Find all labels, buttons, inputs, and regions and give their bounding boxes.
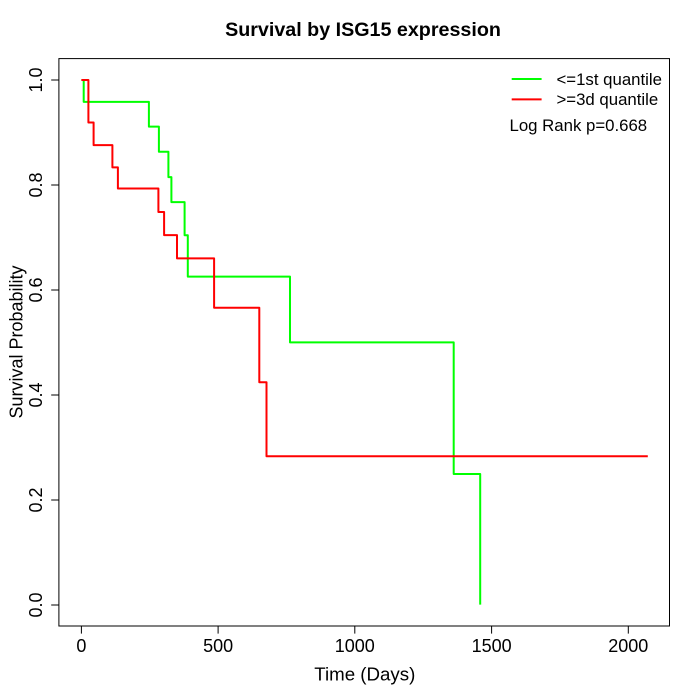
- svg-text:2000: 2000: [608, 636, 648, 656]
- svg-text:1500: 1500: [472, 636, 512, 656]
- svg-text:0: 0: [76, 636, 86, 656]
- svg-text:>=3d quantile: >=3d quantile: [557, 90, 659, 109]
- svg-text:0.0: 0.0: [26, 592, 46, 617]
- svg-text:0.6: 0.6: [26, 277, 46, 302]
- svg-text:0.2: 0.2: [26, 487, 46, 512]
- svg-text:Survival by ISG15 expression: Survival by ISG15 expression: [225, 19, 501, 41]
- svg-text:Log Rank p=0.668: Log Rank p=0.668: [510, 116, 648, 135]
- svg-text:500: 500: [203, 636, 233, 656]
- svg-text:<=1st quantile: <=1st quantile: [557, 70, 662, 89]
- svg-text:Survival Probability: Survival Probability: [7, 265, 27, 418]
- svg-text:1.0: 1.0: [26, 67, 46, 92]
- svg-text:0.4: 0.4: [26, 382, 46, 407]
- svg-text:0.8: 0.8: [26, 172, 46, 197]
- svg-text:1000: 1000: [335, 636, 375, 656]
- svg-text:Time (Days): Time (Days): [314, 664, 415, 685]
